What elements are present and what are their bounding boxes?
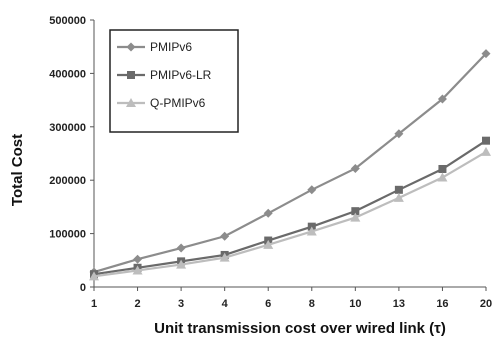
data-point-q-pmipv6 (437, 172, 448, 182)
data-point-q-pmipv6 (306, 226, 317, 236)
axes: 0 100000 200000 300000 400000 500000 1 2 3 4 6 8 10 1… (49, 15, 492, 310)
y-tick-label: 200000 (49, 175, 86, 187)
x-tick-label: 13 (393, 298, 405, 310)
legend-marker-pmipv6 (126, 42, 136, 52)
data-point-q-pmipv6 (89, 271, 99, 281)
legend-label-pmipv6-lr: PMIPv6-LR (150, 68, 212, 82)
y-tick-label: 300000 (49, 122, 86, 134)
legend: PMIPv6 PMIPv6-LR Q-PMIPv6 (109, 29, 239, 133)
data-point-pmipv6-lr (351, 207, 360, 216)
data-point-q-pmipv6 (219, 252, 230, 262)
x-tick-label: 2 (134, 298, 140, 310)
legend-marker-q-pmipv6 (126, 98, 136, 107)
data-point-q-pmipv6 (481, 146, 491, 156)
data-point-pmipv6-lr (394, 185, 403, 194)
y-tick-label: 0 (80, 282, 86, 294)
x-axis-title: Unit transmission cost over wired link (… (154, 320, 446, 337)
legend-label-pmipv6: PMIPv6 (150, 40, 192, 54)
data-point-pmipv6 (350, 163, 360, 173)
data-point-pmipv6 (263, 208, 273, 218)
y-tick-label: 100000 (49, 229, 86, 241)
series-q-pmipv6 (89, 146, 491, 281)
x-tick-label: 4 (222, 298, 229, 310)
x-tick-label: 3 (178, 298, 184, 310)
data-point-q-pmipv6 (393, 192, 404, 202)
x-tick-label: 8 (309, 298, 315, 310)
x-tick-label: 20 (480, 298, 492, 310)
data-point-pmipv6 (481, 49, 491, 59)
data-point-pmipv6 (437, 94, 447, 104)
data-point-pmipv6 (394, 129, 404, 139)
series-line-pmipv6-lr (93, 139, 487, 276)
data-point-pmipv6-lr (482, 136, 490, 145)
series-line-q-pmipv6 (93, 150, 487, 278)
series-line-pmipv6 (93, 52, 487, 274)
y-axis-title: Total Cost (9, 134, 26, 206)
x-tick-label: 10 (349, 298, 361, 310)
data-point-q-pmipv6 (350, 212, 361, 222)
data-point-q-pmipv6 (132, 265, 143, 275)
data-point-pmipv6 (133, 254, 143, 264)
y-tick-label: 400000 (49, 68, 86, 80)
data-point-pmipv6 (176, 243, 186, 253)
data-point-q-pmipv6 (176, 259, 187, 269)
x-tick-label: 6 (265, 298, 271, 310)
data-point-pmipv6-lr (438, 164, 447, 173)
legend-marker-pmipv6-lr (127, 71, 135, 79)
data-point-q-pmipv6 (263, 239, 274, 249)
x-tick-label: 1 (91, 298, 97, 310)
data-point-pmipv6 (220, 231, 230, 241)
x-tick-label: 16 (436, 298, 448, 310)
series-layer (89, 49, 491, 281)
legend-label-q-pmipv6: Q-PMIPv6 (150, 96, 206, 110)
data-point-pmipv6 (307, 185, 317, 195)
y-tick-label: 500000 (49, 15, 86, 27)
